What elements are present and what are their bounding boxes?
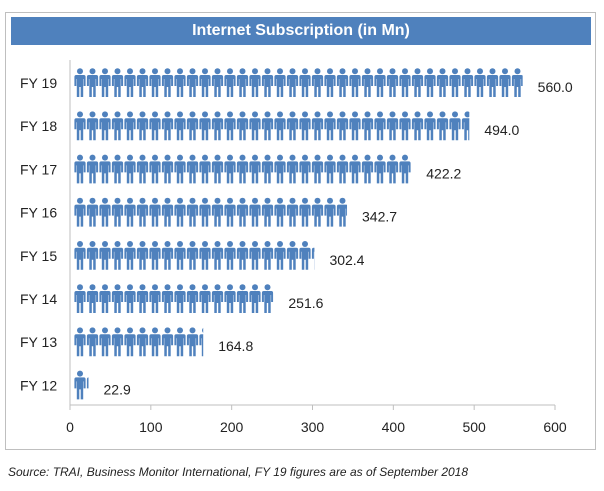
value-label: 251.6 — [288, 295, 323, 311]
pictogram-bar — [74, 327, 204, 357]
pictogram-bar — [74, 241, 315, 270]
source-note: Source: TRAI, Business Monitor Internati… — [8, 465, 469, 479]
category-label: FY 17 — [20, 161, 57, 177]
x-tick-label: 0 — [66, 419, 74, 435]
x-tick-label: 200 — [220, 419, 244, 435]
category-label: FY 13 — [20, 334, 57, 350]
value-label: 302.4 — [329, 252, 364, 268]
category-label: FY 14 — [20, 291, 57, 307]
value-label: 164.8 — [218, 338, 253, 354]
x-tick-label: 400 — [382, 419, 406, 435]
x-tick-label: 100 — [139, 419, 163, 435]
pictogram-bar — [74, 111, 470, 141]
value-label: 342.7 — [362, 209, 397, 225]
category-label: FY 12 — [20, 377, 57, 393]
pictogram-bar — [74, 284, 274, 313]
x-tick-label: 300 — [301, 419, 325, 435]
value-label: 494.0 — [484, 122, 519, 138]
category-label: FY 16 — [20, 205, 57, 221]
pictogram-bar — [74, 197, 348, 227]
pictogram-bar — [74, 68, 523, 97]
category-label: FY 18 — [20, 118, 57, 134]
pictogram-bar — [74, 154, 411, 184]
value-label: 422.2 — [426, 165, 461, 181]
category-label: FY 15 — [20, 248, 57, 264]
category-label: FY 19 — [20, 75, 57, 91]
value-label: 560.0 — [538, 79, 573, 95]
value-label: 22.9 — [104, 381, 131, 397]
chart-title: Internet Subscription (in Mn) — [11, 17, 591, 45]
x-tick-label: 500 — [462, 419, 486, 435]
x-tick-label: 600 — [543, 419, 567, 435]
